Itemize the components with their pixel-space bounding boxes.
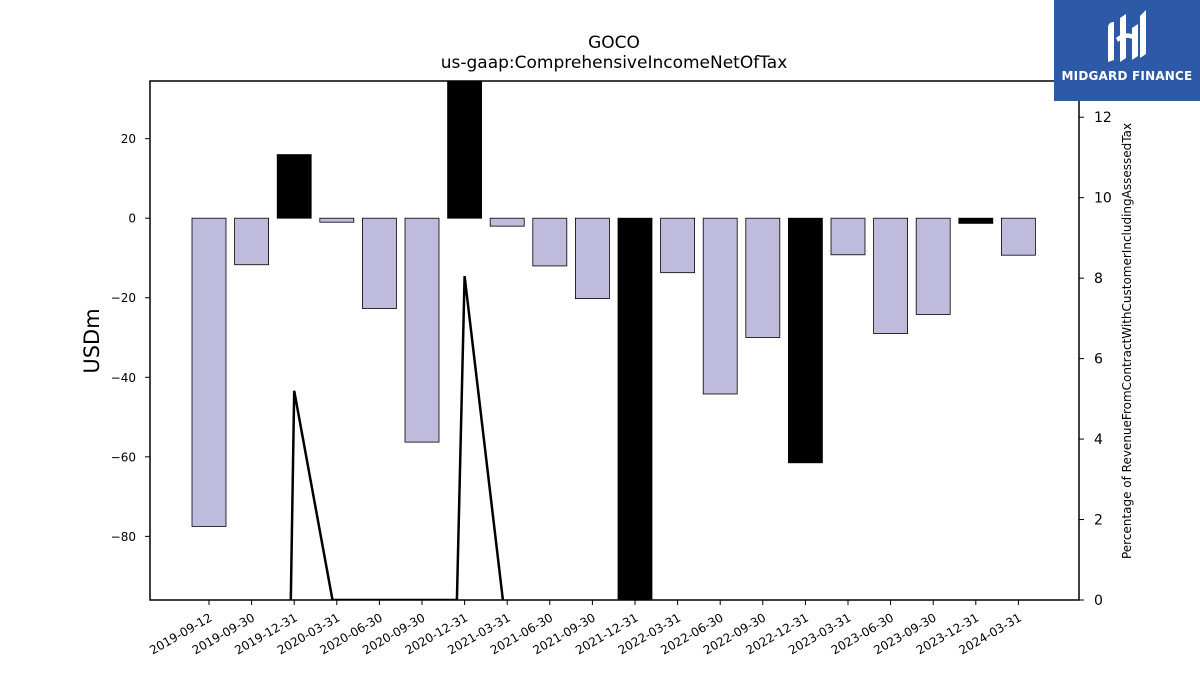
- chart-title: GOCO: [588, 33, 640, 53]
- midgard-finance-logo: MIDGARD FINANCE: [1054, 0, 1200, 101]
- midgard-logo-icon: [1108, 10, 1146, 62]
- bar-2022-06-30: [702, 217, 738, 395]
- y-tick-label: −80: [111, 530, 136, 544]
- bar-2023-12-31: [958, 217, 994, 224]
- y2-tick-label: 4: [1094, 432, 1103, 448]
- bar-2021-12-31: [617, 217, 653, 600]
- y-tick-label: −60: [111, 450, 136, 464]
- bar-2021-06-30: [532, 217, 568, 267]
- y2-tick-label: 2: [1094, 513, 1103, 529]
- y2-tick-label: 10: [1094, 191, 1112, 207]
- plot-frame: [149, 80, 1080, 601]
- bar-2022-12-31: [788, 217, 823, 464]
- y-tick-label: −20: [111, 291, 136, 305]
- bar-2021-09-30: [575, 217, 610, 299]
- bar-2020-06-30: [361, 217, 397, 309]
- bar-2020-09-30: [404, 217, 440, 443]
- percentage-line: [289, 275, 505, 600]
- logo-text: MIDGARD FINANCE: [1061, 69, 1193, 83]
- bar-2019-09-12: [191, 217, 227, 527]
- bar-2023-06-30: [873, 217, 908, 334]
- bar-2022-03-31: [660, 217, 695, 274]
- bar-2024-03-31: [1001, 217, 1036, 256]
- bar-2019-12-31: [276, 154, 312, 219]
- bar-2023-03-31: [830, 217, 866, 256]
- bar-2020-12-31: [447, 81, 483, 219]
- y2-tick-label: 8: [1094, 271, 1103, 287]
- y-tick-label: 20: [121, 132, 136, 146]
- bar-2020-03-31: [319, 217, 355, 223]
- bar-2022-09-30: [745, 217, 781, 338]
- y2-tick-label: 12: [1094, 110, 1112, 126]
- y2-axis-label: Percentage of RevenueFromContractWithCus…: [1120, 123, 1134, 559]
- chart-subtitle: us-gaap:ComprehensiveIncomeNetOfTax: [441, 53, 788, 73]
- bar-2021-03-31: [489, 217, 525, 227]
- bar-2023-09-30: [915, 217, 951, 315]
- y2-tick-label: 0: [1094, 593, 1103, 609]
- y-tick-label: 0: [128, 212, 136, 226]
- y2-tick-label: 6: [1094, 352, 1103, 368]
- y-axis-label: USDm: [80, 308, 104, 373]
- y-tick-label: −40: [111, 371, 136, 385]
- bar-2019-09-30: [234, 217, 270, 266]
